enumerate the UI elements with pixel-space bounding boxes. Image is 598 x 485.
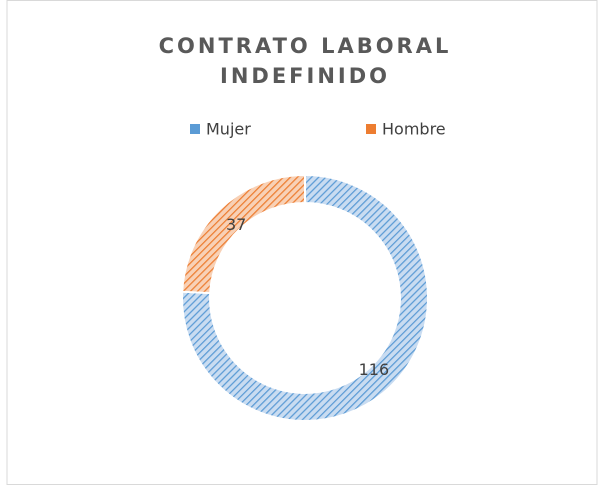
legend-swatch [190,124,200,134]
data-label: 37 [226,215,246,234]
donut-segment [181,173,306,295]
legend-swatch [366,124,376,134]
data-label: 116 [359,360,390,379]
donut-segment [181,173,429,422]
legend-label: Hombre [382,120,446,139]
legend-label: Mujer [206,120,251,139]
chart-title: INDEFINIDO [220,64,390,88]
chart-title: CONTRATO LABORAL [159,34,452,58]
